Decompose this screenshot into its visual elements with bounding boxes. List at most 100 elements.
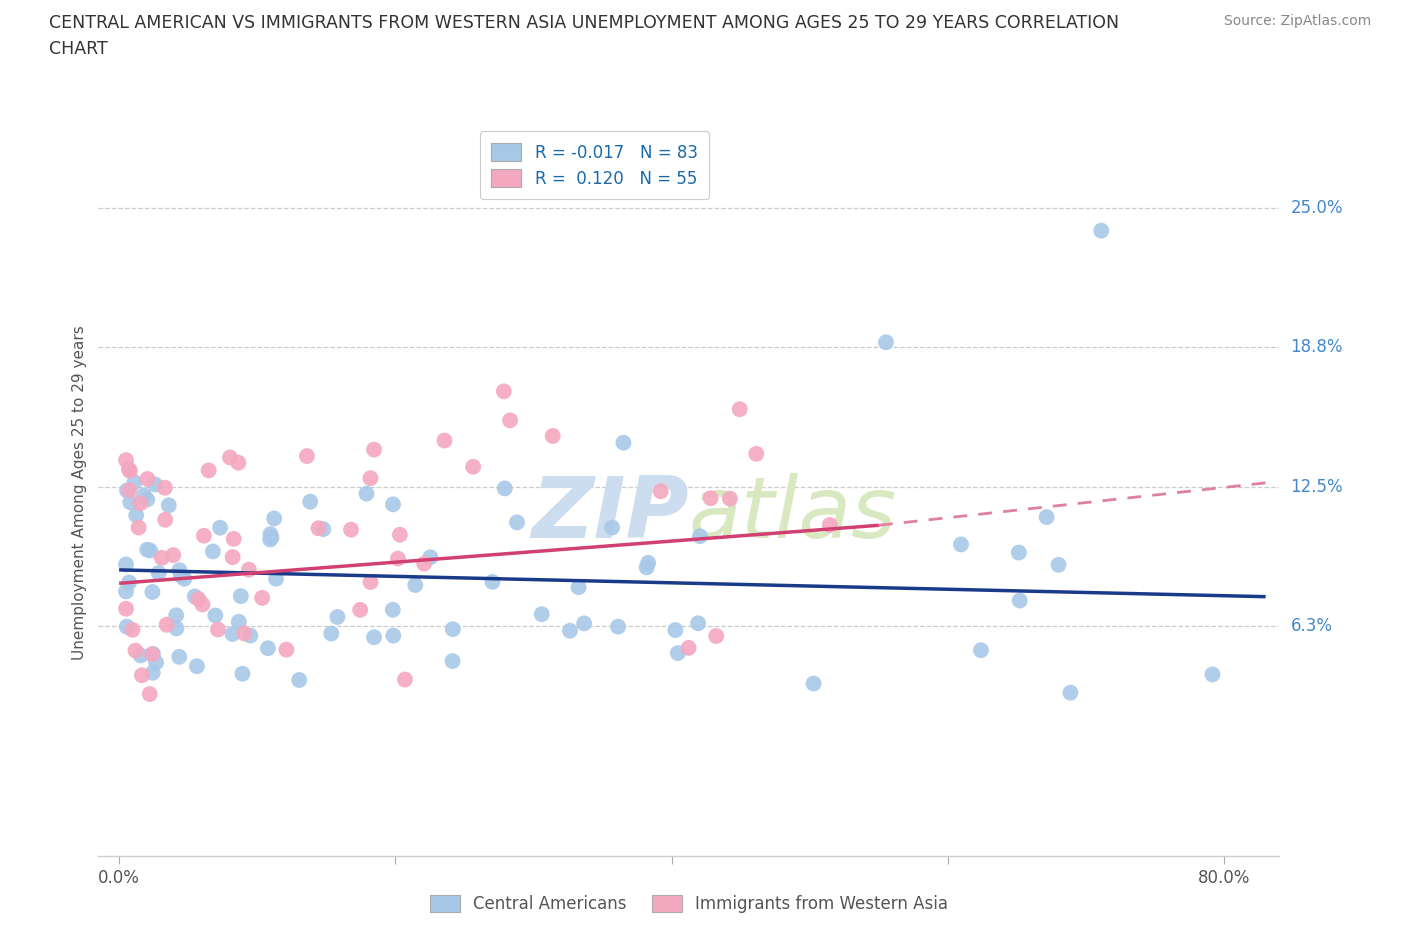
Point bbox=[381, 603, 404, 618]
Y-axis label: Unemployment Among Ages 25 to 29 years: Unemployment Among Ages 25 to 29 years bbox=[72, 326, 87, 660]
Point bbox=[259, 526, 281, 541]
Point bbox=[129, 648, 152, 663]
Point bbox=[193, 528, 215, 543]
Point bbox=[153, 480, 176, 495]
Point bbox=[131, 668, 153, 683]
Point bbox=[165, 608, 187, 623]
Point bbox=[356, 486, 378, 501]
Text: 12.5%: 12.5% bbox=[1291, 478, 1343, 497]
Point bbox=[499, 413, 522, 428]
Point bbox=[530, 606, 553, 621]
Point bbox=[568, 579, 591, 594]
Point bbox=[115, 619, 138, 634]
Point bbox=[382, 497, 405, 512]
Point bbox=[228, 456, 250, 471]
Point bbox=[600, 520, 623, 535]
Point bbox=[115, 602, 138, 617]
Point bbox=[1059, 685, 1081, 700]
Point bbox=[170, 568, 193, 583]
Point bbox=[704, 629, 727, 644]
Point bbox=[142, 646, 165, 661]
Point bbox=[186, 658, 208, 673]
Point bbox=[263, 511, 285, 525]
Point bbox=[382, 628, 405, 643]
Text: 25.0%: 25.0% bbox=[1291, 199, 1343, 218]
Point bbox=[463, 459, 485, 474]
Point bbox=[209, 520, 232, 535]
Point bbox=[394, 672, 416, 687]
Point bbox=[340, 523, 363, 538]
Point bbox=[387, 551, 409, 566]
Point bbox=[129, 496, 152, 511]
Point bbox=[143, 477, 166, 492]
Text: ZIP: ZIP bbox=[531, 473, 689, 556]
Point bbox=[558, 623, 581, 638]
Point bbox=[607, 619, 630, 634]
Point bbox=[636, 560, 658, 575]
Point bbox=[506, 515, 529, 530]
Point bbox=[666, 645, 689, 660]
Point bbox=[494, 481, 516, 496]
Point bbox=[136, 542, 159, 557]
Point bbox=[541, 429, 564, 444]
Point bbox=[138, 686, 160, 701]
Point bbox=[699, 491, 721, 506]
Point bbox=[1035, 510, 1057, 525]
Text: CHART: CHART bbox=[49, 40, 108, 58]
Point bbox=[145, 655, 167, 670]
Point bbox=[307, 521, 329, 536]
Point bbox=[142, 665, 165, 680]
Point bbox=[169, 649, 191, 664]
Point bbox=[950, 537, 973, 551]
Point bbox=[150, 551, 173, 565]
Point bbox=[115, 584, 138, 599]
Point bbox=[148, 565, 170, 580]
Point bbox=[664, 623, 686, 638]
Point bbox=[637, 555, 659, 570]
Point bbox=[228, 615, 250, 630]
Point bbox=[360, 575, 382, 590]
Point bbox=[155, 618, 177, 632]
Point bbox=[121, 622, 143, 637]
Point bbox=[197, 463, 219, 478]
Point bbox=[818, 517, 841, 532]
Point bbox=[115, 557, 138, 572]
Point bbox=[413, 556, 436, 571]
Point bbox=[128, 520, 150, 535]
Point bbox=[875, 335, 897, 350]
Point bbox=[162, 548, 184, 563]
Point bbox=[155, 512, 177, 527]
Point bbox=[231, 666, 253, 681]
Point bbox=[132, 488, 155, 503]
Point bbox=[288, 672, 311, 687]
Point bbox=[233, 626, 256, 641]
Point bbox=[238, 563, 260, 578]
Point bbox=[321, 626, 343, 641]
Point bbox=[312, 522, 335, 537]
Point bbox=[612, 435, 634, 450]
Point bbox=[1008, 545, 1031, 560]
Point bbox=[419, 550, 441, 565]
Point bbox=[326, 609, 349, 624]
Point bbox=[441, 622, 464, 637]
Point bbox=[141, 585, 163, 600]
Point bbox=[118, 461, 141, 476]
Point bbox=[1047, 557, 1070, 572]
Point bbox=[1201, 667, 1223, 682]
Point bbox=[363, 630, 385, 644]
Point bbox=[299, 494, 322, 509]
Point bbox=[250, 591, 273, 605]
Text: 18.8%: 18.8% bbox=[1291, 338, 1343, 355]
Point bbox=[359, 471, 381, 485]
Point bbox=[441, 654, 464, 669]
Point bbox=[136, 472, 159, 486]
Point bbox=[124, 474, 146, 489]
Point bbox=[136, 492, 159, 507]
Point bbox=[221, 627, 243, 642]
Point bbox=[276, 643, 298, 658]
Point bbox=[157, 498, 180, 512]
Point bbox=[295, 448, 318, 463]
Point bbox=[165, 621, 187, 636]
Point bbox=[1090, 223, 1112, 238]
Text: Source: ZipAtlas.com: Source: ZipAtlas.com bbox=[1223, 14, 1371, 28]
